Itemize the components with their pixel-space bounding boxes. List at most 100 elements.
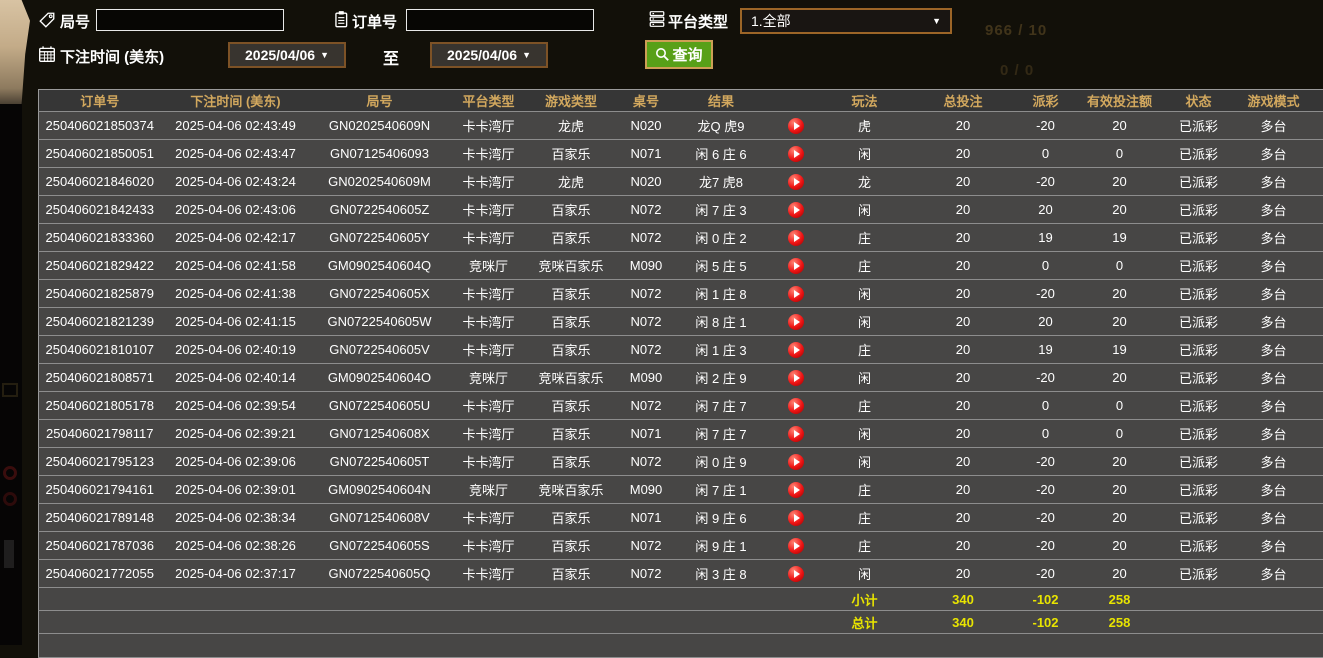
search-button[interactable]: 查询 [645,40,713,69]
cell-valid-bet: 19 [1066,336,1174,364]
column-header: 玩法 [829,90,901,112]
cell-replay [764,196,829,224]
cell-table-number: N072 [614,308,679,336]
cell-table-number: M090 [614,364,679,392]
cell-order-number: 250406021810107 [39,336,161,364]
cell-play-type: 闲 [829,308,901,336]
play-video-icon[interactable] [788,510,804,526]
cell-round-number: GN0722540605X [311,280,449,308]
play-video-icon[interactable] [788,398,804,414]
play-video-icon[interactable] [788,566,804,582]
cell-round-number: GN0722540605W [311,308,449,336]
cell-result: 闲 8 庄 1 [679,308,764,336]
play-video-icon[interactable] [788,118,804,134]
cell-status: 已派彩 [1174,364,1224,392]
play-video-icon[interactable] [788,230,804,246]
date-from-select[interactable]: 2025/04/06 ▼ [228,42,346,68]
cell-round-number: GM0902540604O [311,364,449,392]
play-video-icon[interactable] [788,370,804,386]
cell-total-bet: 20 [901,140,1026,168]
column-header: 派彩 [1026,90,1066,112]
cell-game-mode: 多台 [1224,308,1323,336]
cell-table-number: N072 [614,392,679,420]
cell-platform-type: 卡卡湾厅 [449,420,529,448]
play-video-icon[interactable] [788,454,804,470]
subtotal-row: 小计 340 -102 258 [39,588,1323,611]
cell-result: 闲 0 庄 9 [679,448,764,476]
calendar-icon [38,45,56,63]
cell-bet-time: 2025-04-06 02:40:14 [161,364,311,392]
cell-valid-bet: 20 [1066,532,1174,560]
play-video-icon[interactable] [788,426,804,442]
cell-status: 已派彩 [1174,196,1224,224]
cell-replay [764,392,829,420]
cell-result: 闲 7 庄 7 [679,420,764,448]
play-video-icon[interactable] [788,146,804,162]
date-to-select[interactable]: 2025/04/06 ▼ [430,42,548,68]
table-row: 250406021787036 2025-04-06 02:38:26 GN07… [39,532,1323,560]
cell-replay [764,280,829,308]
cell-game-type: 百家乐 [529,448,614,476]
play-video-icon[interactable] [788,286,804,302]
table-row: 250406021829422 2025-04-06 02:41:58 GM09… [39,252,1323,280]
cell-game-mode: 多台 [1224,336,1323,364]
play-video-icon[interactable] [788,258,804,274]
cell-platform-type: 卡卡湾厅 [449,308,529,336]
cell-payout: 0 [1026,140,1066,168]
play-video-icon[interactable] [788,482,804,498]
cell-valid-bet: 20 [1066,476,1174,504]
cell-table-number: N072 [614,448,679,476]
cell-replay [764,532,829,560]
cell-payout: -20 [1026,280,1066,308]
cell-result: 龙Q 虎9 [679,112,764,140]
table-row: 250406021821239 2025-04-06 02:41:15 GN07… [39,308,1323,336]
cell-bet-time: 2025-04-06 02:41:38 [161,280,311,308]
platform-stack-icon [648,10,666,28]
order-number-input[interactable] [406,9,594,31]
search-button-label: 查询 [672,44,702,65]
round-number-input[interactable] [96,9,284,31]
play-video-icon[interactable] [788,202,804,218]
cell-payout: -20 [1026,504,1066,532]
underlay-mark [4,540,14,568]
cell-game-type: 百家乐 [529,532,614,560]
cell-round-number: GN0722540605V [311,336,449,364]
cell-status: 已派彩 [1174,224,1224,252]
cell-game-type: 百家乐 [529,560,614,588]
cell-round-number: GM0902540604N [311,476,449,504]
cell-game-type: 百家乐 [529,420,614,448]
cell-game-type: 百家乐 [529,196,614,224]
cell-table-number: N071 [614,140,679,168]
cell-valid-bet: 20 [1066,504,1174,532]
cell-result: 闲 9 庄 6 [679,504,764,532]
play-video-icon[interactable] [788,342,804,358]
platform-type-select[interactable]: 1.全部 ▼ [740,8,952,34]
cell-valid-bet: 20 [1066,448,1174,476]
column-header [764,90,829,112]
cell-round-number: GN0722540605U [311,392,449,420]
total-label: 总计 [829,611,901,634]
cell-play-type: 庄 [829,252,901,280]
cell-game-mode: 多台 [1224,560,1323,588]
table-row: 250406021795123 2025-04-06 02:39:06 GN07… [39,448,1323,476]
cell-valid-bet: 20 [1066,280,1174,308]
column-header: 状态 [1174,90,1224,112]
cell-platform-type: 卡卡湾厅 [449,504,529,532]
cell-table-number: N072 [614,532,679,560]
cell-bet-time: 2025-04-06 02:38:26 [161,532,311,560]
cell-order-number: 250406021821239 [39,308,161,336]
to-label: 至 [383,45,399,69]
cell-valid-bet: 20 [1066,364,1174,392]
play-video-icon[interactable] [788,174,804,190]
cell-order-number: 250406021787036 [39,532,161,560]
cell-round-number: GN0722540605Q [311,560,449,588]
cell-replay [764,420,829,448]
play-video-icon[interactable] [788,314,804,330]
chevron-down-icon: ▼ [932,16,941,26]
clipboard-icon [332,10,350,28]
cell-order-number: 250406021794161 [39,476,161,504]
cell-valid-bet: 0 [1066,252,1174,280]
cell-valid-bet: 0 [1066,420,1174,448]
cell-order-number: 250406021805178 [39,392,161,420]
play-video-icon[interactable] [788,538,804,554]
